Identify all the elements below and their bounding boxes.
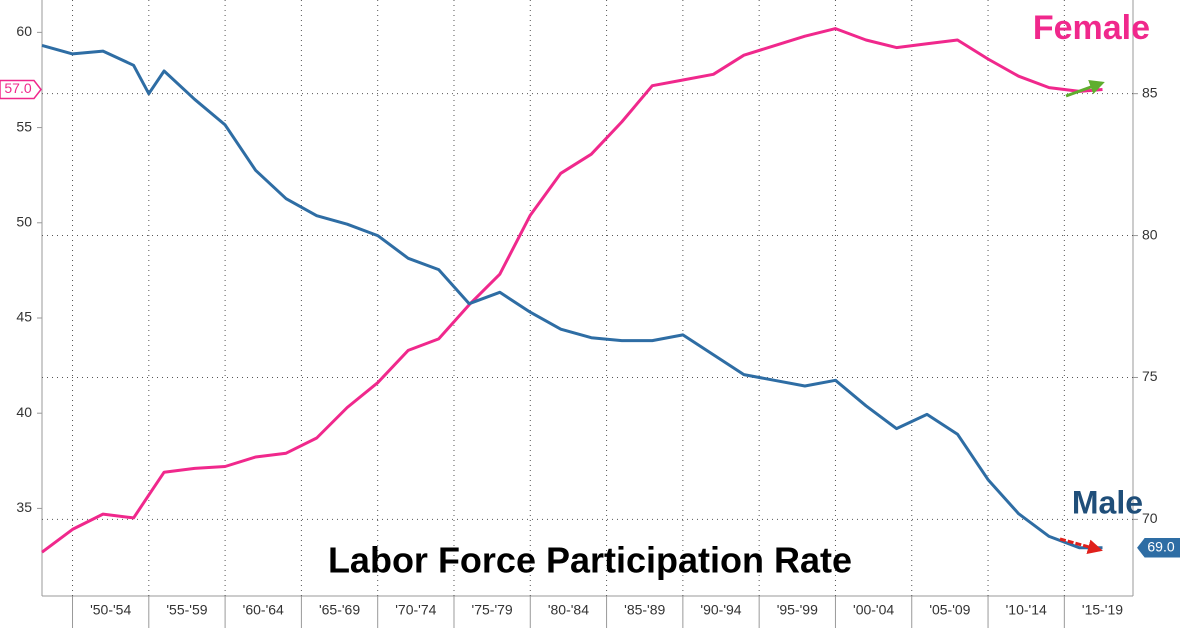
line-1 (41, 43, 1103, 550)
y-tick-label: 55 (16, 118, 32, 134)
chart-title: Labor Force Participation Rate (328, 540, 852, 581)
y-tick-label: 35 (16, 499, 32, 515)
arrow-down (1059, 537, 1103, 555)
line-0 (41, 27, 1103, 554)
last-value-label: 69.0 (1147, 538, 1174, 554)
female-label: Female (1033, 9, 1150, 47)
y2-tick-label: 80 (1142, 226, 1158, 242)
x-tick-label: '70-'74 (395, 602, 436, 618)
x-tick-label: '00-'04 (853, 602, 894, 618)
y2-tick-label: 85 (1142, 84, 1158, 100)
x-tick-label: '60-'64 (243, 602, 284, 618)
y2-tick-label: 70 (1142, 510, 1158, 526)
last-value-label: 57.0 (4, 80, 31, 96)
y-tick-label: 45 (16, 309, 32, 325)
last-value-badge (0, 79, 42, 100)
x-tick-label: '75-'79 (472, 602, 513, 618)
x-tick-label: '85-'89 (624, 602, 665, 618)
x-tick-label: '90-'94 (700, 602, 741, 618)
x-tick-label: '15-'19 (1082, 602, 1123, 618)
x-tick-label: '10-'14 (1006, 602, 1047, 618)
y-tick-label: 50 (16, 213, 32, 229)
x-tick-label: '55-'59 (166, 602, 207, 618)
x-tick-label: '65-'69 (319, 602, 360, 618)
male-label: Male (1072, 484, 1143, 520)
x-tick-label: '50-'54 (90, 602, 131, 618)
arrow-up (1065, 80, 1105, 98)
x-tick-label: '05-'09 (929, 602, 970, 618)
x-tick-label: '80-'84 (548, 602, 589, 618)
y-tick-label: 60 (16, 23, 32, 39)
last-value-badge (1137, 538, 1180, 558)
y2-tick-label: 75 (1142, 368, 1158, 384)
x-tick-label: '95-'99 (777, 602, 818, 618)
y-tick-label: 40 (16, 404, 32, 420)
